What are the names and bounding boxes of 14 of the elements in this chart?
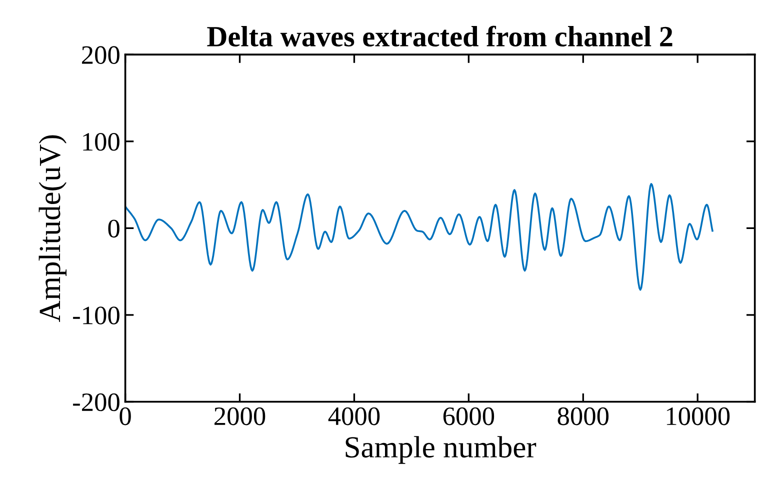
y-axis-title: Amplitude(uV) xyxy=(38,135,67,322)
x-tick-label: 4000 xyxy=(328,407,380,426)
y-tick-label: 100 xyxy=(83,132,120,151)
y-tick-label: -200 xyxy=(73,393,120,412)
x-tick-label: 0 xyxy=(120,407,131,426)
y-tick-label: 0 xyxy=(108,220,120,238)
y-tick-label: 200 xyxy=(82,46,120,64)
x-axis-title: Sample number xyxy=(346,436,536,464)
x-tick-label: 2000 xyxy=(214,407,266,426)
chart-title: Delta waves extracted from channel 2 xyxy=(207,26,672,47)
y-tick-label: -100 xyxy=(73,306,120,324)
x-tick-label: 8000 xyxy=(558,407,609,426)
x-tick-label: 6000 xyxy=(443,407,494,426)
x-tick-label: 10000 xyxy=(666,407,730,426)
